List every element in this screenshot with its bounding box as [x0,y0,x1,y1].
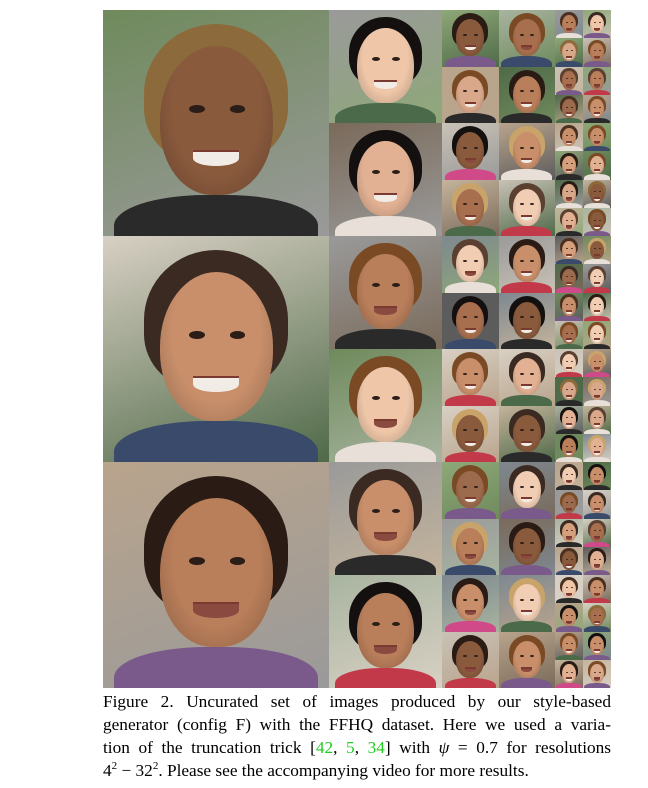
face-image [583,603,611,632]
face-image [583,490,611,519]
face-image [583,405,611,434]
face-image [583,94,611,123]
face-image [555,349,583,378]
face-image [555,38,583,67]
face-image [555,123,583,152]
face-image [555,603,583,632]
face-image [555,292,583,321]
face-image [442,10,499,67]
face-image [583,320,611,349]
psi-symbol: ψ [438,738,450,757]
face-image [498,10,555,67]
face-image [555,320,583,349]
face-image [442,575,499,632]
face-image [555,236,583,265]
caption-line-4: 42 − 322. Please see the accompanying vi… [103,760,529,781]
face-image [442,631,499,688]
face-image [329,462,442,575]
face-image [498,292,555,349]
face-image [583,575,611,604]
face-image [442,405,499,462]
face-image [583,151,611,180]
face-image [555,151,583,180]
face-image [555,405,583,434]
face-image [583,264,611,293]
face-image [555,490,583,519]
face-image [583,38,611,67]
face-image [583,179,611,208]
face-image [329,123,442,236]
face-image [103,462,329,688]
face-image [583,546,611,575]
face-image [498,575,555,632]
face-image [329,575,442,688]
face-image [442,462,499,519]
face-image [498,518,555,575]
caption-line-2: generator (config F) with the FFHQ datas… [103,715,611,734]
face-image [583,349,611,378]
face-image [442,179,499,236]
face-image [583,462,611,491]
face-image [498,179,555,236]
face-image [103,236,329,462]
face-image [555,462,583,491]
face-image [442,236,499,293]
face-image [442,66,499,123]
face-image [583,631,611,660]
face-image [498,405,555,462]
face-image [583,236,611,265]
face-image [555,659,583,688]
face-image [583,207,611,236]
face-image [583,123,611,152]
face-image [555,631,583,660]
face-image [498,631,555,688]
figure-label: Figure 2. [103,692,174,711]
config-name: F [235,715,246,734]
citation-link[interactable]: 42 [315,738,334,757]
citation-link[interactable]: 5 [346,738,355,757]
face-image [555,94,583,123]
face-image [555,207,583,236]
face-image [583,10,611,39]
citation-link[interactable]: 34 [367,738,385,757]
face-image [442,349,499,406]
face-image [583,518,611,547]
face-image [329,349,442,462]
face-image [555,179,583,208]
face-image [442,123,499,180]
face-image [329,10,442,123]
caption-line-1: Figure 2. Uncurated set of images produc… [103,692,611,711]
figure-caption: Figure 2. Uncurated set of images produc… [103,690,611,782]
face-image [555,518,583,547]
face-image [498,66,555,123]
face-image [583,292,611,321]
caption-line-3: tion of the truncation trick [42, 5, 34]… [103,738,612,757]
face-image [555,546,583,575]
face-image [583,66,611,95]
face-image [555,575,583,604]
face-image [583,377,611,406]
face-image [555,10,583,39]
figure-face-grid [103,10,611,688]
face-image [442,518,499,575]
face-image [555,377,583,406]
face-image [583,659,611,688]
face-image [555,433,583,462]
face-image [103,10,329,236]
face-image [498,349,555,406]
face-image [555,66,583,95]
face-image [329,236,442,349]
face-image [555,264,583,293]
face-image [442,292,499,349]
face-image [583,433,611,462]
face-image [498,123,555,180]
face-image [498,462,555,519]
face-image [498,236,555,293]
